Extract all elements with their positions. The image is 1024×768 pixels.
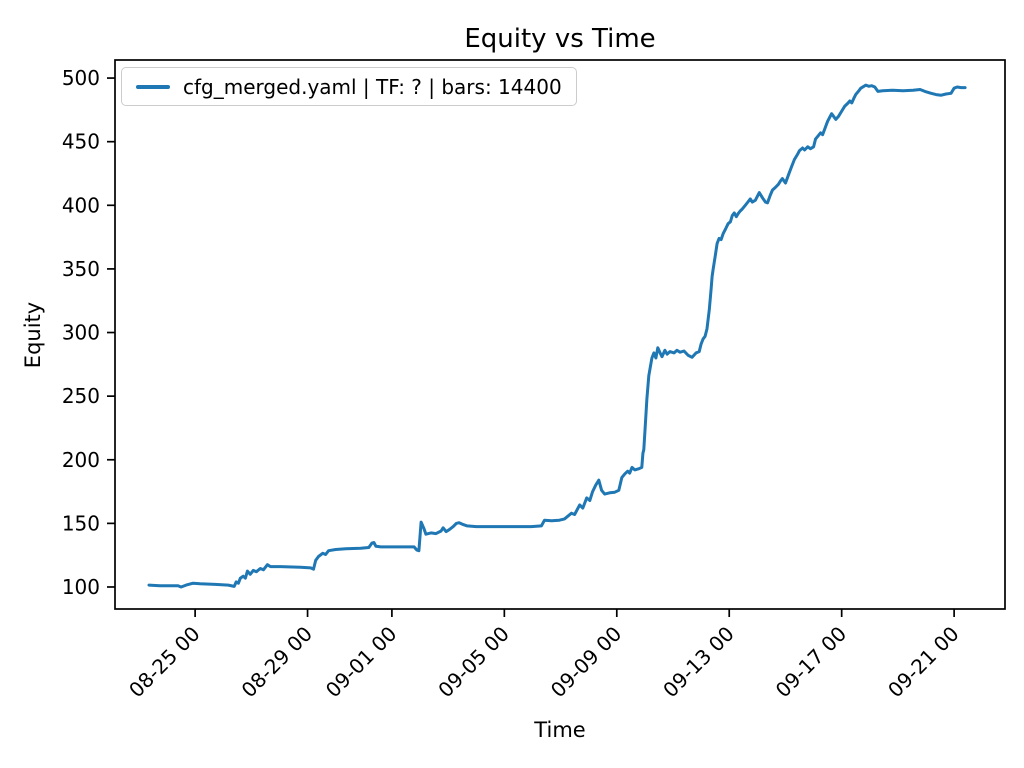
x-tick-label: 09-05 00 [433,622,514,703]
x-axis-label: Time [534,718,586,742]
plot-border [114,59,1006,610]
x-tick-label: 09-09 00 [546,622,627,703]
y-tick-label: 150 [62,511,100,535]
legend-series-label: cfg_merged.yaml | TF: ? | bars: 14400 [183,74,562,99]
y-tick-label: 100 [62,575,100,599]
equity-line [147,83,967,589]
chart-title: Equity vs Time [464,24,656,54]
y-tick-label: 400 [62,193,100,217]
legend-line-swatch [136,84,170,89]
y-tick-label: 200 [62,448,100,472]
x-tick-label: 09-13 00 [658,622,739,703]
x-tick-label: 08-29 00 [237,622,318,703]
y-tick-label: 350 [62,257,100,281]
y-tick-label: 450 [62,130,100,154]
x-tick-label: 09-21 00 [883,622,964,703]
x-tick-label: 08-25 00 [124,622,205,703]
y-tick-label: 300 [62,321,100,345]
x-tick-label: 09-01 00 [321,622,402,703]
y-tick-label: 250 [62,384,100,408]
x-tick-label: 09-17 00 [771,622,852,703]
y-tick-label: 500 [62,66,100,90]
legend: cfg_merged.yaml | TF: ? | bars: 14400 [121,67,577,106]
